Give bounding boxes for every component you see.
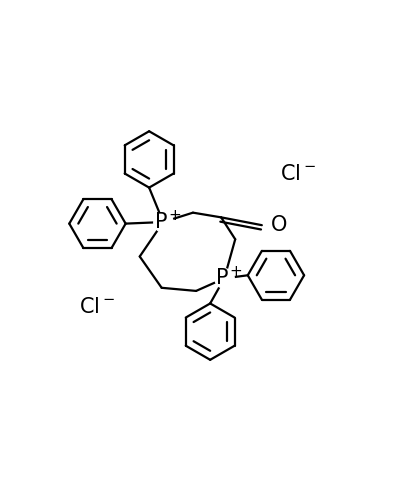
- Text: P: P: [156, 212, 168, 232]
- Text: +: +: [230, 264, 242, 279]
- Text: Cl$^-$: Cl$^-$: [79, 297, 116, 317]
- Text: O: O: [271, 215, 287, 235]
- Text: +: +: [169, 208, 181, 223]
- Text: P: P: [217, 268, 229, 288]
- Text: Cl$^-$: Cl$^-$: [280, 164, 316, 183]
